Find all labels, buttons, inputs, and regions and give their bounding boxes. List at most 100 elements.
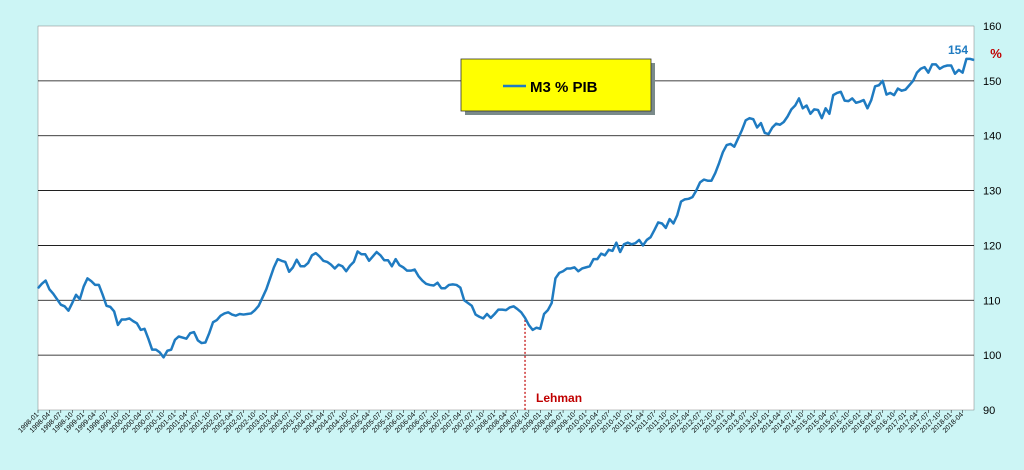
- data-point: [817, 109, 819, 111]
- data-point: [387, 259, 389, 261]
- data-point: [912, 80, 914, 82]
- y-tick-label: 120: [983, 240, 1001, 252]
- data-point: [208, 332, 210, 334]
- lehman-label: Lehman: [536, 391, 582, 405]
- data-point: [75, 294, 77, 296]
- legend-box: [460, 58, 652, 112]
- data-point: [722, 151, 724, 153]
- data-point: [840, 91, 842, 93]
- data-point: [136, 322, 138, 324]
- data-point: [901, 90, 903, 92]
- data-point: [486, 313, 488, 315]
- data-point: [303, 265, 305, 267]
- data-point: [204, 342, 206, 344]
- data-point: [821, 117, 823, 119]
- data-point: [920, 68, 922, 70]
- data-point: [429, 284, 431, 286]
- data-point: [551, 302, 553, 304]
- data-point: [239, 313, 241, 315]
- data-point: [277, 258, 279, 260]
- y-tick-label: 90: [983, 405, 995, 417]
- data-point: [832, 94, 834, 96]
- data-point: [741, 129, 743, 131]
- data-point: [554, 277, 556, 279]
- data-point: [334, 267, 336, 269]
- data-point: [539, 328, 541, 330]
- data-point: [581, 267, 583, 269]
- data-point: [931, 63, 933, 65]
- data-point: [893, 94, 895, 96]
- data-point: [794, 105, 796, 107]
- data-point: [83, 286, 85, 288]
- data-point: [714, 172, 716, 174]
- data-point: [182, 337, 184, 339]
- data-point: [254, 309, 256, 311]
- data-point: [726, 144, 728, 146]
- data-point: [402, 266, 404, 268]
- data-point: [52, 293, 54, 295]
- data-point: [768, 133, 770, 135]
- data-point: [258, 305, 260, 307]
- data-point: [882, 80, 884, 82]
- data-point: [623, 243, 625, 245]
- data-point: [417, 275, 419, 277]
- data-point: [376, 251, 378, 253]
- data-point: [608, 249, 610, 251]
- data-point: [147, 338, 149, 340]
- data-point: [448, 284, 450, 286]
- data-point: [437, 282, 439, 284]
- data-point: [558, 272, 560, 274]
- data-point: [391, 265, 393, 267]
- data-point: [307, 262, 309, 264]
- data-point: [520, 311, 522, 313]
- data-point: [855, 102, 857, 104]
- data-point: [261, 297, 263, 299]
- data-point: [212, 321, 214, 323]
- data-point: [771, 126, 773, 128]
- x-axis-ticks: 1998-011998-041998-071998-101999-011999-…: [17, 410, 965, 435]
- data-point: [661, 222, 663, 224]
- data-point: [292, 266, 294, 268]
- data-point: [828, 113, 830, 115]
- data-point: [718, 162, 720, 164]
- y-tick-label: 130: [983, 186, 1001, 198]
- data-point: [227, 311, 229, 313]
- data-point: [501, 309, 503, 311]
- data-point: [41, 283, 43, 285]
- data-point: [166, 350, 168, 352]
- data-point: [859, 101, 861, 103]
- data-point: [615, 242, 617, 244]
- data-point: [710, 180, 712, 182]
- data-point: [547, 309, 549, 311]
- data-point: [311, 254, 313, 256]
- data-point: [338, 264, 340, 266]
- data-point: [497, 309, 499, 311]
- data-point: [170, 349, 172, 351]
- data-point: [341, 265, 343, 267]
- data-point: [680, 201, 682, 203]
- data-point: [870, 99, 872, 101]
- y-tick-label: 160: [983, 21, 1001, 33]
- end-value-label: 154: [948, 43, 968, 57]
- data-point: [653, 229, 655, 231]
- data-point: [113, 310, 115, 312]
- data-point: [140, 329, 142, 331]
- data-point: [631, 243, 633, 245]
- data-point: [360, 253, 362, 255]
- data-point: [950, 65, 952, 66]
- y-tick-label: 100: [983, 350, 1001, 362]
- y-tick-label: 110: [983, 295, 1001, 307]
- data-point: [250, 312, 252, 314]
- data-point: [787, 116, 789, 118]
- data-point: [379, 254, 381, 256]
- data-point: [939, 68, 941, 70]
- data-point: [844, 100, 846, 102]
- data-point: [946, 65, 948, 66]
- data-point: [471, 305, 473, 307]
- data-point: [220, 315, 222, 317]
- data-point: [398, 264, 400, 266]
- data-point: [223, 312, 225, 314]
- data-point: [509, 306, 511, 308]
- data-point: [958, 69, 960, 71]
